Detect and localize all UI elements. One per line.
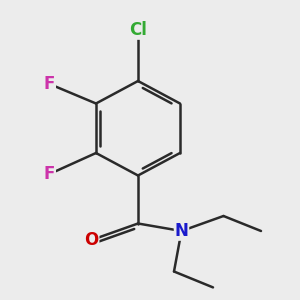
Text: F: F [44, 75, 55, 93]
Text: F: F [44, 165, 55, 183]
Text: O: O [84, 231, 99, 249]
Text: N: N [175, 222, 188, 240]
Text: Cl: Cl [129, 21, 147, 39]
